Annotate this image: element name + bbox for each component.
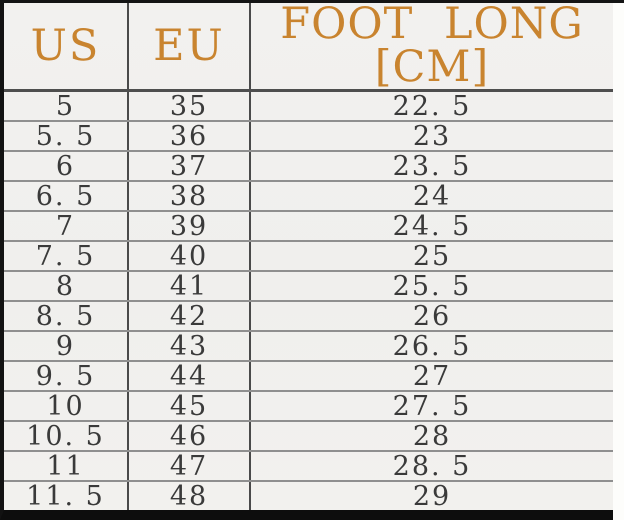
eu-size-cell: 42: [128, 301, 251, 333]
table-row: 11. 5 48 29: [4, 481, 613, 510]
table-row: 6. 5 38 24: [4, 181, 613, 213]
foot-length-cell: 23: [250, 121, 613, 153]
eu-size-cell: 43: [128, 331, 251, 363]
us-size-cell: 9: [4, 331, 129, 363]
table-row: 9 43 26. 5: [4, 331, 613, 363]
us-size-cell: 5: [4, 90, 129, 122]
us-size-cell: 11: [4, 451, 129, 483]
foot-length-cell: 24: [250, 181, 613, 213]
table-row: 8. 5 42 26: [4, 301, 613, 333]
table-row: 7 39 24. 5: [4, 211, 613, 243]
foot-length-cell: 27: [250, 361, 613, 393]
foot-length-cell: 22. 5: [250, 90, 613, 122]
table-row: 10. 5 46 28: [4, 421, 613, 453]
table-row: 10 45 27. 5: [4, 391, 613, 423]
header-foot-long-cm: FOOT LONG [CM]: [250, 3, 613, 92]
foot-length-cell: 24. 5: [250, 211, 613, 243]
eu-size-cell: 41: [128, 271, 251, 303]
header-eu: EU: [128, 3, 251, 92]
us-size-cell: 5. 5: [4, 121, 129, 153]
table-row: 6 37 23. 5: [4, 151, 613, 183]
us-size-cell: 11. 5: [4, 481, 129, 510]
table-row: 9. 5 44 27: [4, 361, 613, 393]
us-size-cell: 6: [4, 151, 129, 183]
foot-length-cell: 25. 5: [250, 271, 613, 303]
eu-size-cell: 40: [128, 241, 251, 273]
eu-size-cell: 39: [128, 211, 251, 243]
eu-size-cell: 46: [128, 421, 251, 453]
foot-length-cell: 29: [412, 480, 452, 512]
table-body: 5 35 22. 5 5. 5 36 23 6 37 23. 5 6. 5 38 24 7 39 24. 5…: [4, 90, 613, 510]
us-size-cell: 7. 5: [4, 241, 129, 273]
foot-length-cell: 26: [250, 301, 613, 333]
us-size-cell: 6. 5: [4, 181, 129, 213]
eu-size-cell: 37: [128, 151, 251, 183]
foot-length-cell: 26. 5: [250, 331, 613, 363]
eu-size-cell: 36: [128, 121, 251, 153]
us-size-cell: 7: [4, 211, 129, 243]
table-row: 8 41 25. 5: [4, 271, 613, 303]
eu-size-cell: 45: [128, 391, 251, 423]
foot-length-cell: 28: [250, 421, 613, 453]
us-size-cell: 8: [4, 271, 129, 303]
foot-length-cell: 23. 5: [250, 151, 613, 183]
eu-size-cell: 38: [128, 181, 251, 213]
eu-size-cell: 47: [128, 451, 251, 483]
table-row: 5. 5 36 23: [4, 121, 613, 153]
eu-size-cell: 35: [128, 90, 251, 122]
table-frame: US EU FOOT LONG [CM] 5 35 22. 5 5. 5 36 23 6 37…: [0, 3, 613, 520]
size-conversion-table: US EU FOOT LONG [CM] 5 35 22. 5 5. 5 36 23 6 37…: [4, 3, 613, 510]
top-border-line: [0, 0, 624, 3]
eu-size-cell: 48: [128, 481, 251, 510]
header-row: US EU FOOT LONG [CM]: [4, 3, 613, 92]
header-us: US: [4, 3, 129, 92]
foot-length-cell: 28. 5: [250, 451, 613, 483]
table-row: 11 47 28. 5: [4, 451, 613, 483]
us-size-cell: 8. 5: [4, 301, 129, 333]
foot-length-cell: 27. 5: [250, 391, 613, 423]
foot-length-cell: 25: [250, 241, 613, 273]
us-size-cell: 9. 5: [4, 361, 129, 393]
us-size-cell: 10. 5: [4, 421, 129, 453]
table-row: 5 35 22. 5: [4, 90, 613, 122]
us-size-cell: 10: [4, 391, 129, 423]
eu-size-cell: 44: [128, 361, 251, 393]
table-row: 7. 5 40 25: [4, 241, 613, 273]
